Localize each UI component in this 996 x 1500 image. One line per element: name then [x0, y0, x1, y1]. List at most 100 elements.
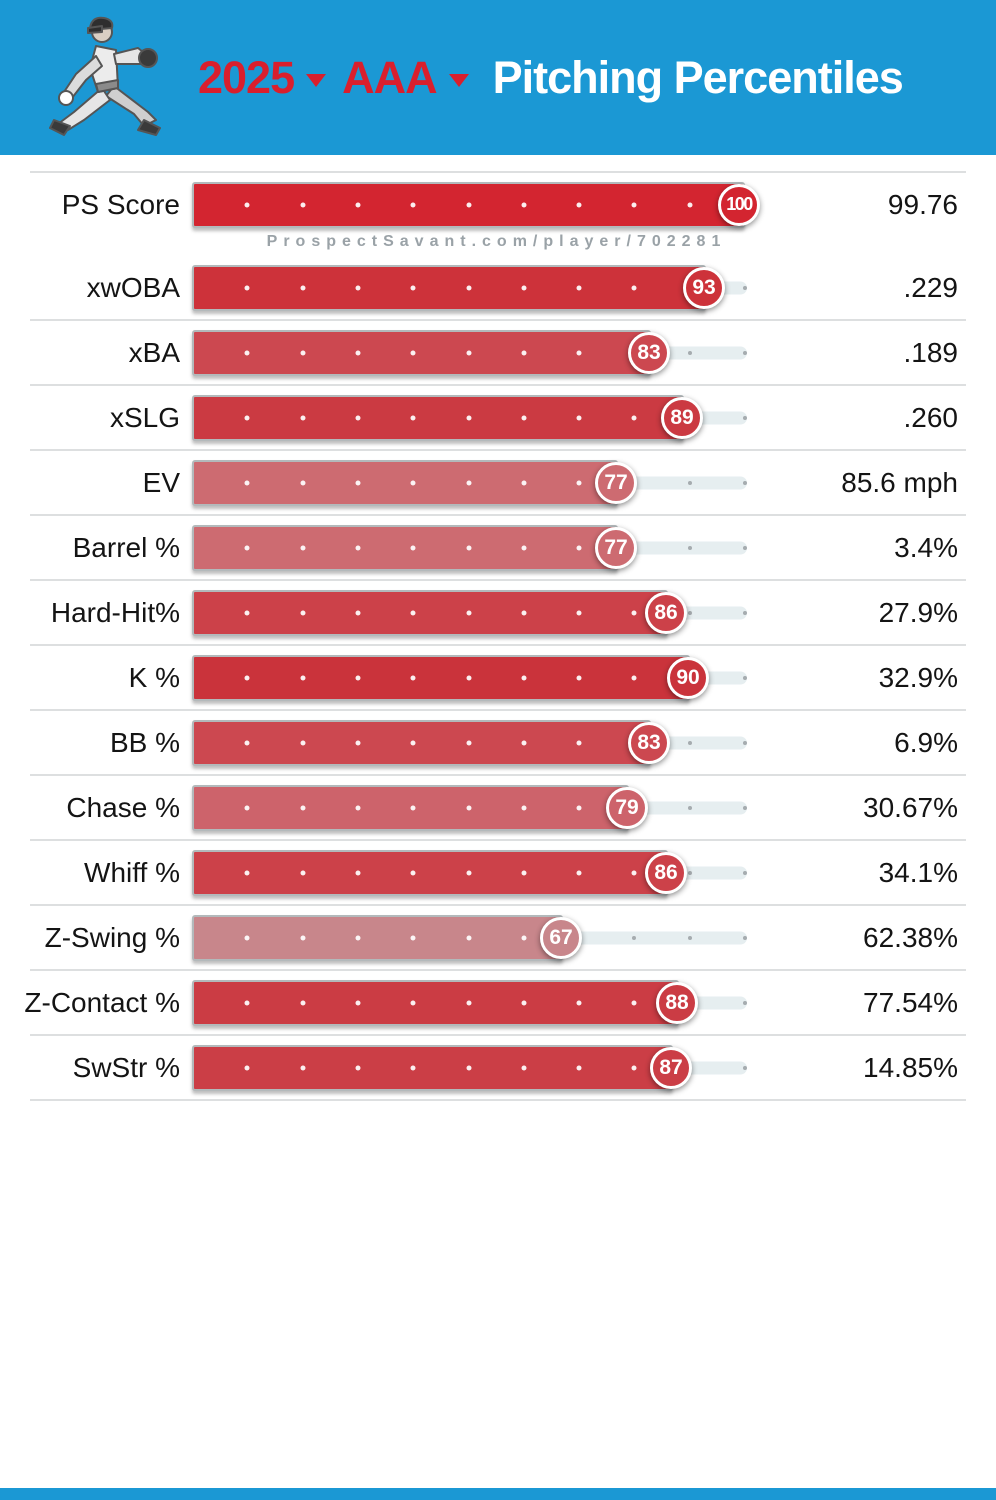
percentile-fill	[192, 849, 668, 896]
track-end-dot	[743, 1000, 747, 1005]
decile-dot	[466, 415, 472, 420]
year-selector[interactable]: 2025	[198, 51, 327, 104]
decile-dot	[300, 202, 306, 207]
year-label: 2025	[198, 51, 295, 103]
decile-dot	[576, 285, 582, 290]
track-end-dot	[743, 675, 747, 680]
decile-dot	[410, 1065, 416, 1070]
decile-dot	[631, 1065, 637, 1070]
decile-dot	[410, 805, 416, 810]
percentile-row: xBA 83 .189	[0, 319, 996, 385]
decile-dot	[244, 740, 250, 745]
level-caret-icon	[448, 73, 469, 87]
decile-dot	[355, 870, 361, 875]
decile-dot	[631, 285, 637, 290]
decile-dot	[244, 350, 250, 355]
decile-dot	[466, 350, 472, 355]
decile-dot	[576, 1065, 582, 1070]
decile-dot	[300, 1065, 306, 1070]
decile-dot	[300, 870, 306, 875]
row-separator	[30, 1099, 966, 1101]
decile-dot	[355, 675, 361, 680]
decile-dot	[466, 545, 472, 550]
metric-label: Hard-Hit%	[50, 596, 180, 628]
decile-dot	[300, 480, 306, 485]
footer-bar	[0, 1488, 996, 1500]
row-separator	[30, 384, 966, 386]
metric-label: BB %	[109, 726, 180, 758]
track-end-dot	[743, 740, 747, 745]
decile-dot	[521, 285, 527, 290]
percentile-row: PS Score 100 99.76	[0, 171, 996, 237]
metric-label: Chase %	[66, 791, 180, 823]
decile-dot	[466, 870, 472, 875]
percentile-fill	[192, 719, 651, 766]
decile-dot	[466, 610, 472, 615]
percentile-bar: 86	[192, 589, 747, 636]
decile-dot	[576, 545, 582, 550]
decile-dot	[576, 1000, 582, 1005]
percentile-fill	[192, 1044, 673, 1091]
decile-dot	[355, 1000, 361, 1005]
decile-dot	[521, 545, 527, 550]
decile-dot	[244, 1065, 250, 1070]
decile-dot	[300, 350, 306, 355]
decile-dot	[244, 285, 250, 290]
metric-value: .189	[903, 336, 959, 368]
row-separator	[30, 774, 966, 776]
metric-value: 62.38%	[863, 921, 958, 953]
decile-dot	[410, 480, 416, 485]
metric-value: 6.9%	[894, 726, 958, 758]
percentile-row: Z-Contact % 88 77.54%	[0, 969, 996, 1035]
track-end-dot	[743, 870, 747, 875]
percentile-row: SwStr % 87 14.85%	[0, 1034, 996, 1100]
row-separator	[30, 969, 966, 971]
percentile-fill	[192, 524, 618, 571]
metric-label: EV	[142, 466, 180, 498]
decile-dot	[688, 935, 692, 940]
decile-dot	[576, 480, 582, 485]
decile-dot	[410, 610, 416, 615]
percentile-row: xwOBA 93 .229	[0, 255, 996, 320]
metric-label: PS Score	[61, 188, 180, 220]
percentile-rows: PS Score 100 99.76 ProspectSavant.com/pl…	[0, 171, 996, 1101]
track-end-dot	[743, 350, 747, 355]
percentile-fill	[192, 264, 706, 311]
decile-dot	[244, 1000, 250, 1005]
decile-dot	[244, 675, 250, 680]
percentile-row: BB % 83 6.9%	[0, 709, 996, 775]
metric-value: 77.54%	[863, 986, 958, 1018]
decile-dot	[300, 415, 306, 420]
percentile-bar: 100	[192, 181, 760, 228]
decile-dot	[244, 610, 250, 615]
metric-value: 3.4%	[894, 531, 958, 563]
percentile-bar: 90	[192, 654, 747, 701]
percentile-row: Barrel % 77 3.4%	[0, 514, 996, 580]
year-caret-icon	[306, 73, 327, 87]
percentile-bar: 79	[192, 784, 747, 831]
metric-value: 85.6 mph	[841, 466, 958, 498]
percentile-bar: 89	[192, 394, 747, 441]
decile-dot	[521, 1000, 527, 1005]
row-separator	[30, 644, 966, 646]
decile-dot	[576, 675, 582, 680]
decile-dot	[631, 415, 637, 420]
decile-dot	[244, 202, 250, 207]
decile-dot	[521, 1065, 527, 1070]
percentile-bar: 77	[192, 459, 747, 506]
percentile-row: EV 77 85.6 mph	[0, 449, 996, 515]
decile-dot	[244, 480, 250, 485]
percentile-row: Z-Swing % 67 62.38%	[0, 904, 996, 970]
track-end-dot	[743, 610, 747, 615]
decile-dot	[300, 740, 306, 745]
level-selector[interactable]: AAA	[342, 52, 469, 104]
percentile-bubble: 93	[683, 266, 725, 309]
percentile-bubble: 77	[595, 526, 637, 569]
percentile-bubble: 88	[656, 981, 698, 1024]
decile-dot	[300, 285, 306, 290]
percentile-bar: 77	[192, 524, 747, 571]
metric-label: xBA	[128, 336, 180, 368]
percentile-row: K % 90 32.9%	[0, 644, 996, 710]
watermark-url: ProspectSavant.com/player/702281	[266, 233, 727, 250]
